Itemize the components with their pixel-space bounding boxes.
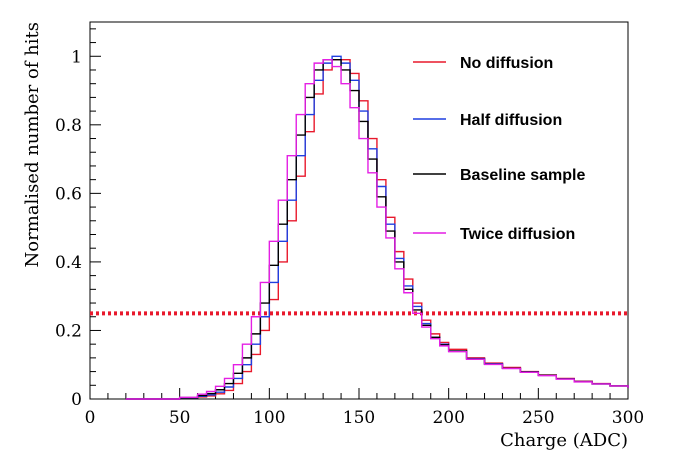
- y-tick-label: 0: [71, 390, 82, 410]
- x-axis-title: Charge (ADC): [500, 430, 628, 451]
- y-axis-title: Normalised number of hits: [22, 22, 43, 267]
- x-tick-label: 100: [253, 408, 285, 428]
- legend-label-2: Half diffusion: [460, 112, 562, 129]
- legend: No diffusion Half diffusion Baseline sampl…: [413, 55, 586, 243]
- y-tick-label: 0.4: [55, 253, 82, 273]
- y-tick-label: 0.2: [55, 321, 82, 341]
- axis-ticks: [89, 28, 629, 400]
- y-tick-label: 1: [71, 47, 82, 67]
- x-tick-label: 300: [612, 408, 644, 428]
- legend-label-1: No diffusion: [460, 55, 553, 72]
- y-tick-label: 0.8: [55, 116, 82, 136]
- x-tick-label: 0: [85, 408, 96, 428]
- series-group: [125, 55, 629, 400]
- x-tick-label: 250: [522, 408, 554, 428]
- legend-label-3: Baseline sample: [460, 167, 586, 184]
- x-tick-label: 150: [343, 408, 375, 428]
- x-tick-labels: 0 50 100 150 200 250 300: [85, 408, 645, 428]
- series-line-4: [125, 59, 629, 400]
- y-tick-label: 0.6: [55, 184, 82, 204]
- y-tick-labels: 0 0.2 0.4 0.6 0.8 1: [55, 47, 82, 410]
- legend-label-4: Twice diffusion: [460, 226, 575, 243]
- x-tick-label: 50: [169, 408, 191, 428]
- x-tick-label: 200: [432, 408, 464, 428]
